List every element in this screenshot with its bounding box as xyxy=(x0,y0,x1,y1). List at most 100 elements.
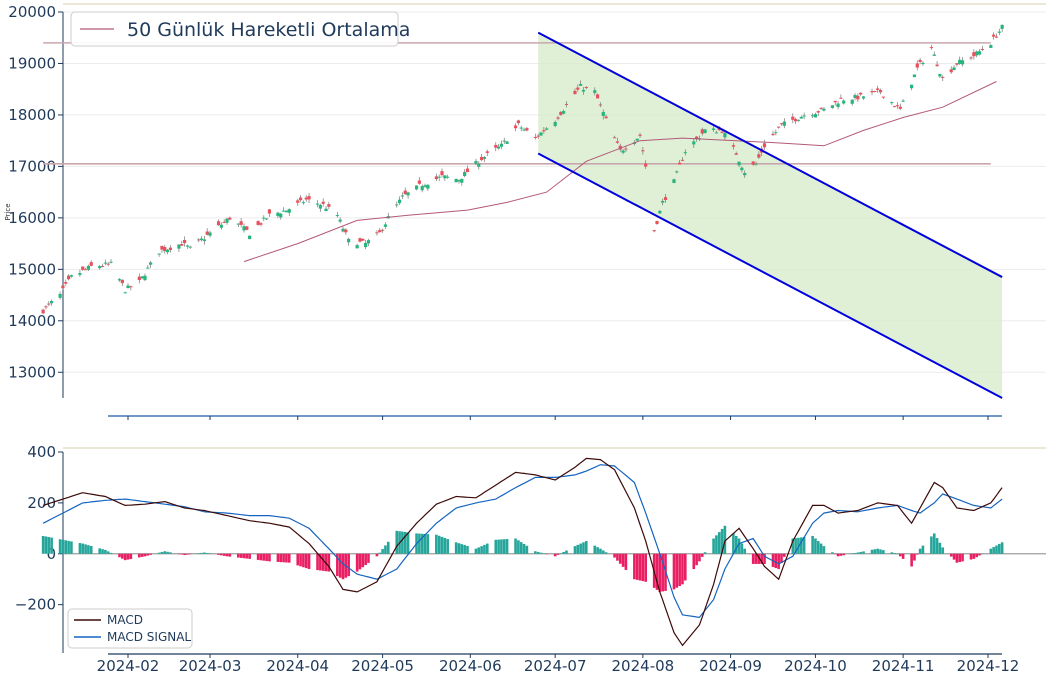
candle-body xyxy=(364,242,368,248)
macd-histogram-bar xyxy=(545,553,548,555)
candle-body xyxy=(618,145,622,150)
macd-histogram-bar xyxy=(237,553,240,558)
candle-body xyxy=(932,54,936,56)
macd-histogram-bar xyxy=(205,552,209,554)
macd-histogram-bar xyxy=(460,544,464,554)
macd-histogram-bar xyxy=(163,551,167,554)
macd-histogram-bar xyxy=(454,542,458,554)
candle-body xyxy=(703,129,707,133)
macd-histogram-bar xyxy=(604,552,608,554)
candle-body xyxy=(324,208,328,212)
macd-histogram-bar xyxy=(890,552,894,554)
macd-histogram xyxy=(41,525,1004,592)
candle-body xyxy=(536,135,540,137)
macd-histogram-bar xyxy=(732,533,735,554)
candle-body xyxy=(683,152,687,154)
candle-body xyxy=(711,128,716,130)
candle-body xyxy=(513,125,518,129)
candle-body xyxy=(185,245,190,247)
candle-body xyxy=(262,217,266,219)
candle-body xyxy=(149,262,153,265)
macd-histogram-bar xyxy=(961,553,964,562)
macd-histogram-bar xyxy=(621,553,625,567)
price-legend-label: 50 Günlük Hareketli Ortalama xyxy=(127,19,410,41)
macd-histogram-bar xyxy=(599,548,602,554)
candle-body xyxy=(219,224,223,228)
macd-histogram-bar xyxy=(777,553,780,570)
candle-body xyxy=(123,292,127,294)
candle-body xyxy=(751,161,755,165)
macd-signal-legend-label: MACD SIGNAL xyxy=(107,630,191,644)
macd-histogram-bar xyxy=(774,553,778,569)
candle-body xyxy=(383,224,388,227)
candle-body xyxy=(259,223,263,225)
candle-body xyxy=(81,266,85,270)
candle-body xyxy=(833,100,837,103)
macd-histogram-bar xyxy=(304,553,308,569)
candle-body xyxy=(129,286,133,288)
candle-body xyxy=(612,137,617,139)
macd-x-tick-label: 2024-12 xyxy=(957,657,1020,675)
candle-body xyxy=(941,76,945,78)
macd-histogram-bar xyxy=(565,550,568,554)
candle-body xyxy=(505,141,509,144)
candle-body xyxy=(929,47,934,49)
macd-histogram-bar xyxy=(794,538,797,554)
macd-histogram-bar xyxy=(553,553,557,557)
candle-body xyxy=(539,132,543,136)
candle-body xyxy=(771,133,775,136)
candle-body xyxy=(463,172,467,177)
candle-body xyxy=(281,210,286,212)
candle-body xyxy=(378,230,382,233)
macd-histogram-bar xyxy=(347,553,350,577)
macd-histogram-bar xyxy=(717,532,721,554)
candle-body xyxy=(969,57,973,59)
candle-body xyxy=(338,219,342,222)
price-y-tick-label: 17000 xyxy=(8,157,56,175)
macd-histogram-bar xyxy=(336,553,339,577)
candle-body xyxy=(216,221,221,226)
candle-body xyxy=(335,215,339,217)
candle-body xyxy=(734,153,738,155)
macd-histogram-bar xyxy=(381,549,384,554)
candle-body xyxy=(601,111,605,116)
macd-histogram-bar xyxy=(426,534,430,554)
candle-body xyxy=(813,114,818,118)
macd-histogram-bar xyxy=(282,553,285,563)
macd-histogram-bar xyxy=(514,538,517,554)
candle-body xyxy=(454,178,458,183)
candle-body xyxy=(960,60,965,65)
candle-body xyxy=(301,202,305,204)
candle-body xyxy=(938,73,942,77)
candle-body xyxy=(624,148,628,150)
macd-histogram-bar xyxy=(522,543,526,554)
macd-histogram-bar xyxy=(797,537,800,554)
macd-histogram-bar xyxy=(121,553,124,559)
macd-histogram-bar xyxy=(180,553,184,555)
price-y-tick-label: 14000 xyxy=(8,312,56,330)
candle-body xyxy=(593,90,597,93)
macd-histogram-bar xyxy=(743,548,747,554)
macd-histogram-bar xyxy=(862,551,865,554)
candle-body xyxy=(757,154,761,158)
candle-body xyxy=(545,128,549,130)
candle-body xyxy=(921,62,925,65)
candle-body xyxy=(406,192,410,196)
candle-body xyxy=(836,103,840,107)
candle-body xyxy=(720,131,724,133)
candle-body xyxy=(225,218,229,223)
macd-histogram-bar xyxy=(494,539,498,554)
macd-histogram-bar xyxy=(483,544,486,554)
candle-body xyxy=(202,239,206,242)
macd-histogram-bar xyxy=(915,553,919,555)
macd-histogram-bar xyxy=(220,553,223,556)
macd-histogram-bar xyxy=(41,535,45,554)
candle-body xyxy=(465,168,470,173)
macd-histogram-bar xyxy=(319,553,322,571)
candle-body xyxy=(754,163,758,165)
price-y-tick-label: 19000 xyxy=(8,54,56,72)
candle-body xyxy=(403,190,407,195)
candle-body xyxy=(69,275,74,277)
candle-body xyxy=(397,199,402,204)
